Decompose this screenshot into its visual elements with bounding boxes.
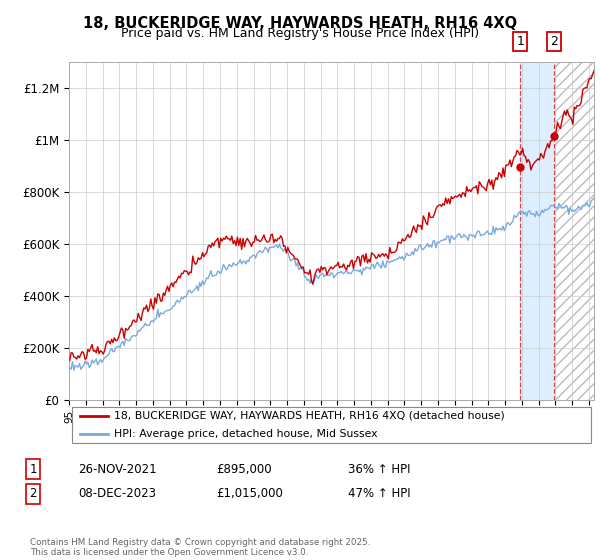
Bar <box>554 62 594 400</box>
Text: 47% ↑ HPI: 47% ↑ HPI <box>348 487 410 501</box>
Text: 2: 2 <box>29 487 37 501</box>
Text: 2: 2 <box>550 35 559 48</box>
Text: 1: 1 <box>517 35 524 48</box>
Text: 1: 1 <box>29 463 37 476</box>
Text: £895,000: £895,000 <box>216 463 272 476</box>
FancyBboxPatch shape <box>71 407 592 443</box>
Bar <box>520 62 554 400</box>
Text: £1,015,000: £1,015,000 <box>216 487 283 501</box>
Text: 18, BUCKERIDGE WAY, HAYWARDS HEATH, RH16 4XQ: 18, BUCKERIDGE WAY, HAYWARDS HEATH, RH16… <box>83 16 517 31</box>
Text: HPI: Average price, detached house, Mid Sussex: HPI: Average price, detached house, Mid … <box>113 430 377 439</box>
Bar <box>554 62 594 400</box>
Text: Contains HM Land Registry data © Crown copyright and database right 2025.
This d: Contains HM Land Registry data © Crown c… <box>30 538 370 557</box>
Text: Price paid vs. HM Land Registry's House Price Index (HPI): Price paid vs. HM Land Registry's House … <box>121 27 479 40</box>
Text: 18, BUCKERIDGE WAY, HAYWARDS HEATH, RH16 4XQ (detached house): 18, BUCKERIDGE WAY, HAYWARDS HEATH, RH16… <box>113 411 505 421</box>
Text: 26-NOV-2021: 26-NOV-2021 <box>78 463 157 476</box>
Text: 08-DEC-2023: 08-DEC-2023 <box>78 487 156 501</box>
Text: 36% ↑ HPI: 36% ↑ HPI <box>348 463 410 476</box>
